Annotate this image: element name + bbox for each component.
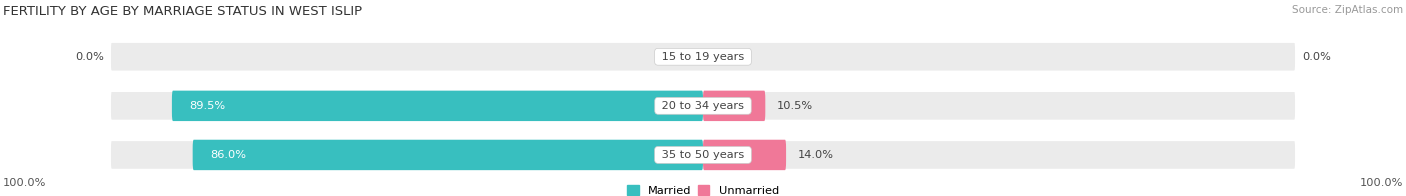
Text: 35 to 50 years: 35 to 50 years	[658, 150, 748, 160]
Text: FERTILITY BY AGE BY MARRIAGE STATUS IN WEST ISLIP: FERTILITY BY AGE BY MARRIAGE STATUS IN W…	[3, 5, 361, 18]
FancyBboxPatch shape	[172, 91, 703, 121]
Text: 100.0%: 100.0%	[3, 178, 46, 188]
Text: 20 to 34 years: 20 to 34 years	[658, 101, 748, 111]
Text: 0.0%: 0.0%	[75, 52, 104, 62]
Text: 89.5%: 89.5%	[190, 101, 226, 111]
FancyBboxPatch shape	[703, 140, 786, 170]
Text: 0.0%: 0.0%	[1302, 52, 1331, 62]
Text: 100.0%: 100.0%	[1360, 178, 1403, 188]
Text: 14.0%: 14.0%	[799, 150, 834, 160]
FancyBboxPatch shape	[703, 91, 765, 121]
Legend: Married, Unmarried: Married, Unmarried	[627, 185, 779, 196]
Text: Source: ZipAtlas.com: Source: ZipAtlas.com	[1292, 5, 1403, 15]
Text: 15 to 19 years: 15 to 19 years	[658, 52, 748, 62]
FancyBboxPatch shape	[110, 42, 1296, 72]
Text: 86.0%: 86.0%	[211, 150, 246, 160]
FancyBboxPatch shape	[193, 140, 703, 170]
FancyBboxPatch shape	[110, 91, 1296, 121]
Text: 10.5%: 10.5%	[778, 101, 813, 111]
FancyBboxPatch shape	[110, 140, 1296, 170]
